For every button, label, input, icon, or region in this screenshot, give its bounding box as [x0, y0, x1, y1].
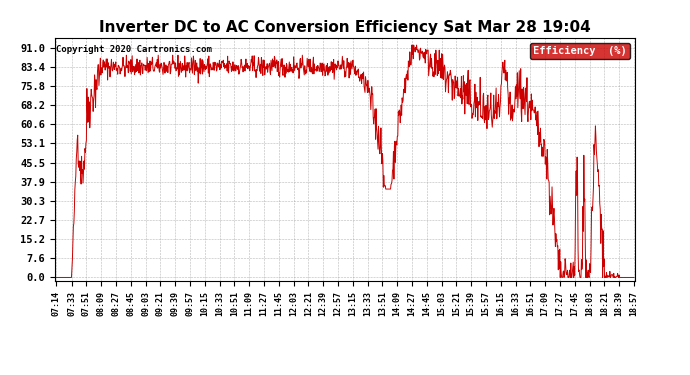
- Title: Inverter DC to AC Conversion Efficiency Sat Mar 28 19:04: Inverter DC to AC Conversion Efficiency …: [99, 20, 591, 35]
- Legend: Efficiency  (%): Efficiency (%): [530, 43, 629, 59]
- Text: Copyright 2020 Cartronics.com: Copyright 2020 Cartronics.com: [57, 45, 213, 54]
